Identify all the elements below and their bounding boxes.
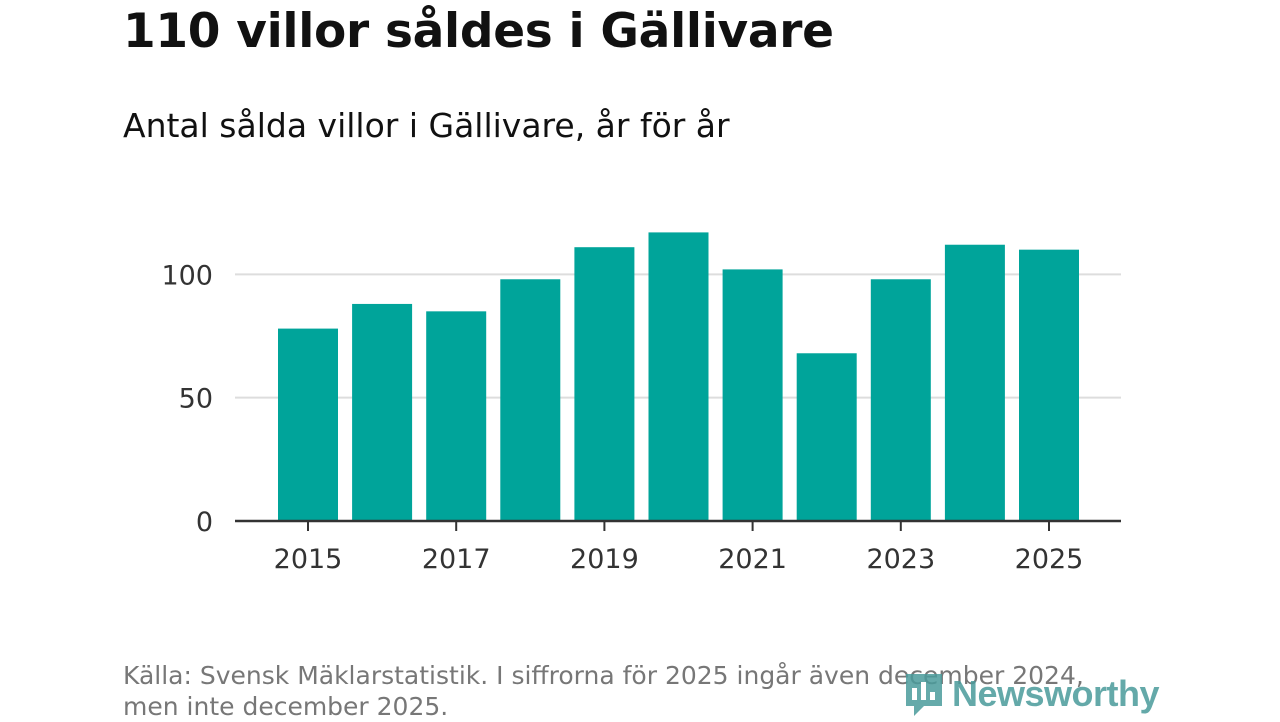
y-tick-label: 50 [179,384,213,415]
newsworthy-logo: Newsworthy [902,668,1160,720]
y-tick-label: 0 [196,507,213,538]
newsworthy-logo-icon [906,674,942,716]
bar-2017 [426,311,487,521]
x-tick-label: 2015 [274,544,343,575]
bar-2018 [500,279,561,521]
bar-2022 [796,353,857,521]
x-tick-label: 2017 [422,544,491,575]
y-tick-label: 100 [161,260,213,291]
x-tick-label: 2025 [1015,544,1084,575]
bar-2023 [870,279,931,521]
bar-2019 [574,247,635,521]
bar-2015 [278,328,338,521]
y-axis-ticks: 0 50 100 [161,260,213,538]
chart-title: 110 villor såldes i Gällivare [123,4,834,59]
chart-subtitle: Antal sålda villor i Gällivare, år för å… [123,106,730,145]
x-axis-ticks: 2015 2017 2019 2021 2023 2025 [274,521,1084,575]
bars [278,232,1079,521]
logo-text: Newsworthy [952,673,1160,714]
x-tick-label: 2021 [718,544,787,575]
bar-chart: 0 50 100 2015 2017 2019 2021 2023 2025 [161,232,1121,575]
bar-2016 [352,303,413,521]
bar-2021 [722,269,783,521]
bar-2024 [944,244,1005,521]
bar-2025 [1019,249,1079,521]
x-tick-label: 2023 [866,544,935,575]
x-tick-label: 2019 [570,544,639,575]
bar-2020 [648,232,709,521]
